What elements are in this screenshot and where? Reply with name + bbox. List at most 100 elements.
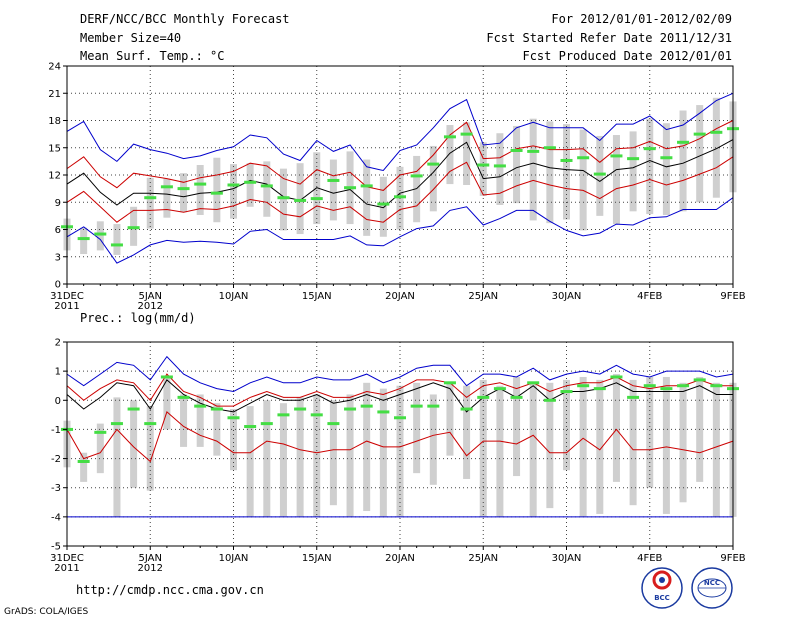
x-tick-label: 10JAN (219, 553, 249, 564)
median-mark (244, 180, 257, 184)
y-tick-label: 21 (48, 89, 61, 100)
range-box (496, 133, 504, 205)
range-box (263, 161, 271, 217)
x-tick-label: 20JAN (385, 291, 415, 302)
median-mark (527, 381, 540, 385)
median-mark (510, 395, 523, 399)
range-box (80, 227, 88, 255)
produced-date-label: Fcst Produced Date 2012/01/01 (522, 49, 732, 63)
median-mark (144, 196, 157, 200)
range-box (712, 97, 720, 198)
median-mark (560, 158, 573, 162)
range-box (329, 159, 337, 221)
range-box (346, 394, 354, 517)
bcc-logo: BCC (641, 567, 683, 609)
median-mark (144, 422, 157, 426)
y-tick-label: -4 (51, 512, 61, 523)
x-tick-label: 15JAN (302, 291, 332, 302)
median-mark (394, 195, 406, 199)
median-mark (160, 185, 173, 189)
median-mark (527, 149, 540, 153)
median-mark (643, 147, 656, 151)
x-tick-label: 4FEB (637, 553, 662, 564)
median-mark (410, 404, 423, 408)
median-mark (177, 187, 190, 191)
range-box (379, 388, 387, 517)
range-box (163, 178, 171, 218)
range-box (529, 382, 537, 517)
range-box (479, 142, 487, 196)
range-box (696, 105, 704, 203)
range-box (646, 376, 654, 488)
median-mark (460, 132, 473, 136)
range-box (213, 157, 221, 223)
median-mark (460, 407, 473, 411)
median-mark (627, 395, 640, 399)
median-mark (294, 407, 307, 411)
median-mark (710, 130, 723, 134)
range-box (130, 400, 138, 488)
range-box (313, 394, 321, 517)
median-mark (227, 416, 240, 420)
range-box (629, 131, 637, 212)
median-mark (660, 387, 673, 391)
median-mark (94, 232, 107, 236)
y-tick-label: 9 (55, 198, 61, 209)
median-mark (377, 410, 390, 414)
source-url[interactable]: http://cmdp.ncc.cma.gov.cn (76, 583, 264, 597)
refer-date-label: Fcst Started Refer Date 2011/12/31 (486, 31, 732, 45)
range-box (446, 382, 454, 456)
range-box (429, 145, 437, 212)
range-box (363, 382, 371, 512)
range-box (146, 177, 154, 229)
median-mark (294, 198, 307, 202)
median-mark (677, 384, 690, 388)
median-mark (610, 375, 623, 379)
range-box (230, 409, 237, 471)
series-line-mean (66, 379, 733, 413)
median-mark (77, 237, 90, 241)
median-mark (260, 184, 273, 188)
median-mark (210, 407, 223, 411)
median-mark (177, 395, 190, 399)
x-tick-label: 25JAN (468, 553, 498, 564)
median-mark (543, 146, 556, 150)
range-box (496, 385, 504, 517)
range-box (96, 423, 104, 474)
ncc-logo-text: NCC (704, 579, 720, 587)
median-mark (310, 197, 323, 201)
series-line-max (66, 355, 734, 393)
range-box (463, 385, 471, 479)
median-mark (510, 148, 523, 152)
range-box (513, 125, 521, 204)
range-box (279, 168, 287, 231)
range-box (196, 165, 204, 215)
range-box (513, 376, 521, 477)
range-box (180, 394, 188, 447)
x-tick-label: 5JAN (139, 553, 162, 564)
range-box (446, 125, 454, 185)
range-box (429, 394, 437, 485)
range-box (546, 121, 554, 224)
range-box (163, 376, 171, 430)
range-box (662, 376, 670, 514)
median-mark (593, 172, 606, 176)
x-tick-label: 15JAN (302, 553, 332, 564)
median-mark (593, 387, 606, 391)
median-mark (277, 196, 290, 200)
median-mark (377, 202, 390, 206)
range-box (463, 122, 471, 185)
median-mark (443, 381, 456, 385)
range-box (379, 176, 387, 237)
median-mark (110, 422, 123, 426)
range-box (279, 403, 287, 517)
range-box (329, 400, 337, 506)
median-mark (127, 407, 140, 411)
range-box (612, 374, 620, 482)
range-box (246, 163, 254, 207)
y-tick-label: 12 (48, 171, 61, 182)
median-mark (693, 378, 706, 382)
range-box (180, 173, 188, 213)
